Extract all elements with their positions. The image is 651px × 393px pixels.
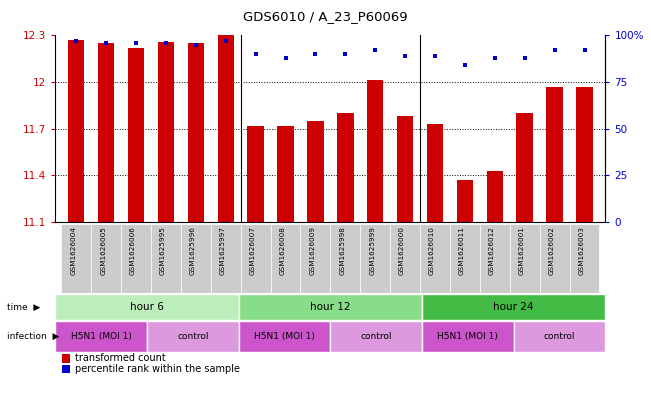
Point xyxy=(519,55,530,61)
Text: GSM1626001: GSM1626001 xyxy=(519,226,525,275)
Bar xyxy=(570,224,600,293)
Text: GSM1625997: GSM1625997 xyxy=(220,226,226,275)
Text: GSM1625995: GSM1625995 xyxy=(160,226,166,275)
Bar xyxy=(450,224,480,293)
Point xyxy=(251,51,261,57)
Bar xyxy=(128,48,145,222)
Bar xyxy=(397,116,413,222)
Bar xyxy=(217,35,234,222)
Bar xyxy=(337,113,353,222)
Point xyxy=(400,53,410,59)
Bar xyxy=(457,180,473,222)
Point xyxy=(161,40,171,46)
Bar xyxy=(427,124,443,222)
Text: control: control xyxy=(544,332,575,341)
Bar xyxy=(55,294,239,320)
Bar xyxy=(510,224,540,293)
Bar xyxy=(241,224,271,293)
Bar xyxy=(422,294,605,320)
Point xyxy=(191,42,201,48)
Text: GSM1626007: GSM1626007 xyxy=(249,226,256,275)
Text: GSM1626006: GSM1626006 xyxy=(130,226,136,275)
Bar xyxy=(91,224,121,293)
Bar xyxy=(516,113,533,222)
Text: GSM1626002: GSM1626002 xyxy=(549,226,555,275)
Point xyxy=(370,47,380,53)
Point xyxy=(281,55,291,61)
Text: GSM1626003: GSM1626003 xyxy=(579,226,585,275)
Point xyxy=(460,62,470,68)
Bar xyxy=(307,121,324,222)
Text: hour 24: hour 24 xyxy=(493,302,534,312)
Text: GSM1626000: GSM1626000 xyxy=(399,226,405,275)
Text: GDS6010 / A_23_P60069: GDS6010 / A_23_P60069 xyxy=(243,10,408,23)
Bar xyxy=(540,224,570,293)
Bar xyxy=(514,321,605,352)
Text: GSM1626009: GSM1626009 xyxy=(309,226,316,275)
Bar xyxy=(121,224,151,293)
Text: time  ▶: time ▶ xyxy=(7,303,40,311)
Bar xyxy=(68,40,85,222)
Bar xyxy=(486,171,503,222)
Bar xyxy=(480,224,510,293)
Text: GSM1626005: GSM1626005 xyxy=(100,226,106,275)
Bar xyxy=(211,224,241,293)
Text: hour 6: hour 6 xyxy=(130,302,164,312)
Bar xyxy=(239,294,422,320)
Text: H5N1 (MOI 1): H5N1 (MOI 1) xyxy=(71,332,132,341)
Text: GSM1626008: GSM1626008 xyxy=(279,226,286,275)
Bar xyxy=(98,43,115,222)
Text: GSM1625999: GSM1625999 xyxy=(369,226,375,275)
Point xyxy=(340,51,350,57)
Bar xyxy=(367,81,383,222)
Bar xyxy=(187,43,204,222)
Point xyxy=(311,51,321,57)
Bar xyxy=(576,87,592,222)
Text: infection  ▶: infection ▶ xyxy=(7,332,59,341)
Bar xyxy=(422,321,514,352)
Bar xyxy=(271,224,301,293)
Text: percentile rank within the sample: percentile rank within the sample xyxy=(75,364,240,374)
Text: control: control xyxy=(361,332,392,341)
Bar xyxy=(247,126,264,222)
Bar xyxy=(239,321,330,352)
Text: GSM1625996: GSM1625996 xyxy=(190,226,196,275)
Bar xyxy=(301,224,330,293)
Point xyxy=(131,40,141,46)
Bar xyxy=(420,224,450,293)
Bar xyxy=(147,321,239,352)
Text: H5N1 (MOI 1): H5N1 (MOI 1) xyxy=(437,332,499,341)
Point xyxy=(430,53,440,59)
Point xyxy=(71,38,81,44)
Bar xyxy=(330,321,422,352)
Text: GSM1626011: GSM1626011 xyxy=(459,226,465,275)
Bar xyxy=(546,87,563,222)
Point xyxy=(221,38,231,44)
Text: hour 12: hour 12 xyxy=(310,302,351,312)
Bar xyxy=(151,224,181,293)
Text: H5N1 (MOI 1): H5N1 (MOI 1) xyxy=(254,332,315,341)
Bar xyxy=(390,224,420,293)
Bar xyxy=(55,321,147,352)
Bar xyxy=(360,224,390,293)
Bar xyxy=(330,224,360,293)
Text: GSM1626010: GSM1626010 xyxy=(429,226,435,275)
Point xyxy=(490,55,500,61)
Bar xyxy=(277,126,294,222)
Text: transformed count: transformed count xyxy=(75,353,165,364)
Bar xyxy=(61,224,91,293)
Point xyxy=(101,40,111,46)
Text: GSM1625998: GSM1625998 xyxy=(339,226,345,275)
Text: GSM1626004: GSM1626004 xyxy=(70,226,76,275)
Bar xyxy=(181,224,211,293)
Point xyxy=(549,47,560,53)
Bar xyxy=(158,42,174,222)
Point xyxy=(579,47,590,53)
Text: control: control xyxy=(177,332,208,341)
Text: GSM1626012: GSM1626012 xyxy=(489,226,495,275)
